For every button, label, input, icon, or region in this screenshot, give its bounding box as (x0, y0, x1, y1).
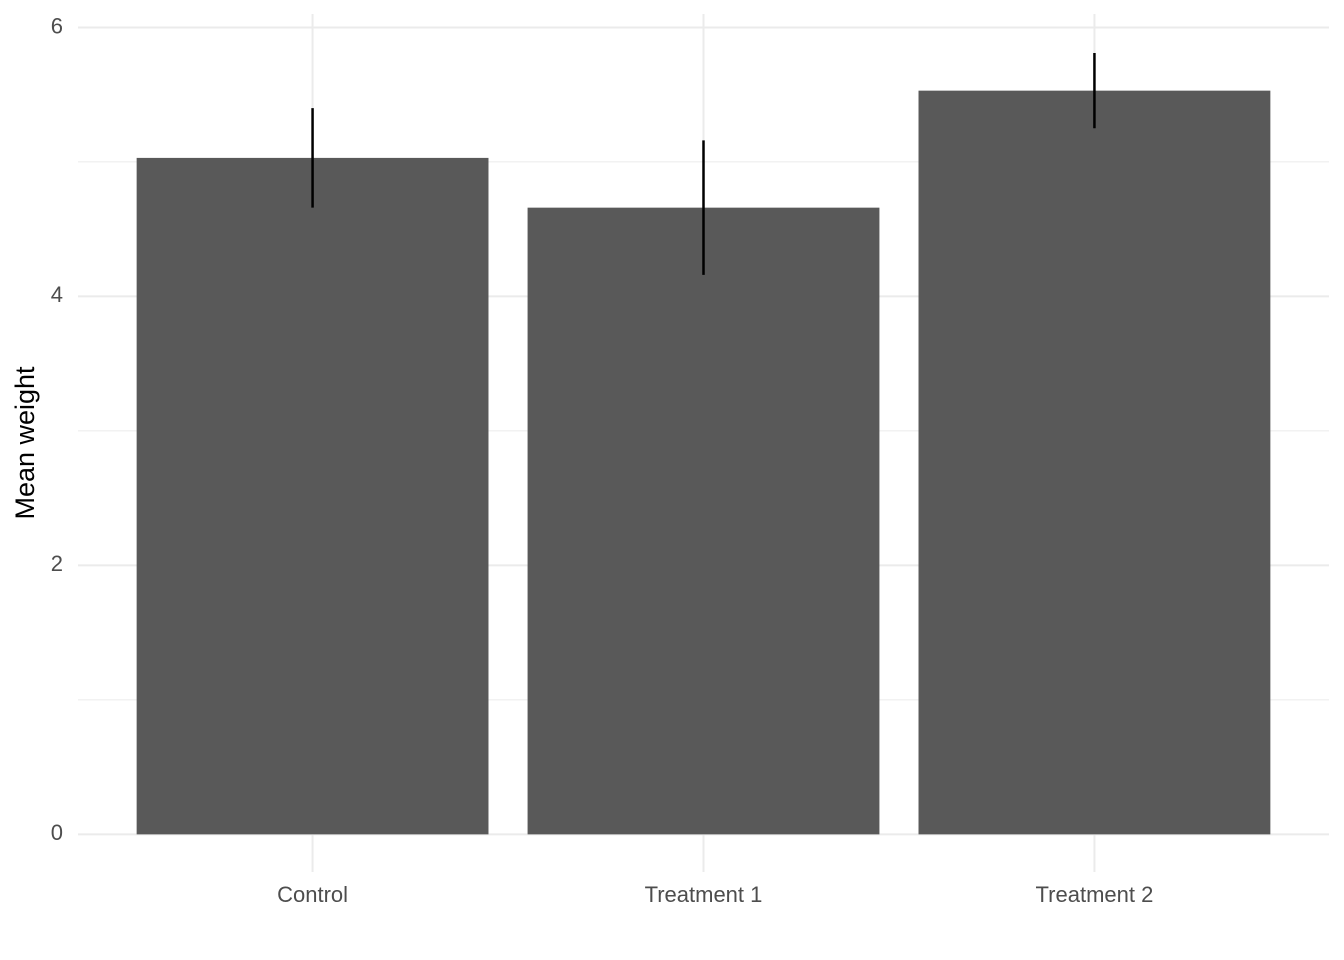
bar (918, 90, 1271, 835)
y-tick-label: 4 (51, 282, 63, 307)
y-tick-label: 2 (51, 551, 63, 576)
y-axis-title: Mean weight (10, 366, 40, 520)
x-tick-label: Control (277, 882, 348, 907)
x-tick-label: Treatment 2 (1036, 882, 1154, 907)
y-tick-label: 6 (51, 13, 63, 38)
x-tick-label: Treatment 1 (645, 882, 763, 907)
bar (527, 207, 880, 835)
y-tick-label: 0 (51, 820, 63, 845)
bar (136, 157, 489, 835)
